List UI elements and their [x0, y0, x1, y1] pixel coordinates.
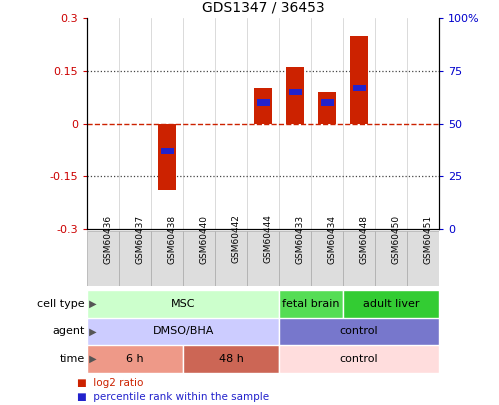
Bar	[183, 345, 279, 373]
Text: GSM60450: GSM60450	[391, 215, 400, 264]
Bar	[254, 88, 272, 124]
Text: DMSO/BHA: DMSO/BHA	[153, 326, 214, 336]
Text: GSM60437: GSM60437	[135, 215, 144, 264]
Bar	[151, 231, 183, 286]
Text: GSM60433: GSM60433	[295, 215, 304, 264]
Bar	[288, 89, 302, 95]
Text: time: time	[59, 354, 85, 364]
Text: 6 h: 6 h	[126, 354, 144, 364]
Bar	[161, 148, 174, 154]
Title: GDS1347 / 36453: GDS1347 / 36453	[202, 0, 324, 14]
Text: cell type: cell type	[37, 299, 85, 309]
Bar	[87, 290, 279, 318]
Bar	[318, 92, 336, 124]
Bar	[119, 231, 151, 286]
Bar	[183, 231, 215, 286]
Text: agent: agent	[52, 326, 85, 336]
Bar	[286, 67, 304, 124]
Bar	[247, 231, 279, 286]
Bar	[279, 345, 439, 373]
Text: 48 h: 48 h	[219, 354, 244, 364]
Bar	[279, 318, 439, 345]
Bar	[311, 231, 343, 286]
Bar	[87, 345, 183, 373]
Text: control: control	[340, 354, 378, 364]
Text: MSC: MSC	[171, 299, 196, 309]
Bar	[375, 231, 407, 286]
Bar	[215, 231, 247, 286]
Text: ▶: ▶	[86, 299, 96, 309]
Text: GSM60442: GSM60442	[231, 215, 240, 264]
Text: ■  log2 ratio: ■ log2 ratio	[77, 378, 144, 388]
Text: fetal brain: fetal brain	[282, 299, 340, 309]
Text: GSM60448: GSM60448	[359, 215, 368, 264]
Bar	[87, 318, 279, 345]
Text: GSM60436: GSM60436	[103, 215, 112, 264]
Bar	[279, 290, 343, 318]
Bar	[343, 290, 439, 318]
Bar	[159, 124, 176, 190]
Bar	[407, 231, 439, 286]
Text: adult liver: adult liver	[363, 299, 419, 309]
Text: GSM60444: GSM60444	[263, 215, 272, 264]
Text: ▶: ▶	[86, 354, 96, 364]
Bar	[343, 231, 375, 286]
Text: ■  percentile rank within the sample: ■ percentile rank within the sample	[77, 392, 269, 402]
Bar	[350, 36, 368, 124]
Bar	[256, 99, 270, 106]
Bar	[353, 85, 366, 91]
Text: ▶: ▶	[86, 326, 96, 336]
Text: GSM60440: GSM60440	[199, 215, 208, 264]
Bar	[279, 231, 311, 286]
Bar	[320, 99, 334, 106]
Text: GSM60438: GSM60438	[167, 215, 176, 264]
Text: GSM60451: GSM60451	[423, 215, 432, 264]
Text: control: control	[340, 326, 378, 336]
Bar	[87, 231, 119, 286]
Text: GSM60434: GSM60434	[327, 215, 336, 264]
